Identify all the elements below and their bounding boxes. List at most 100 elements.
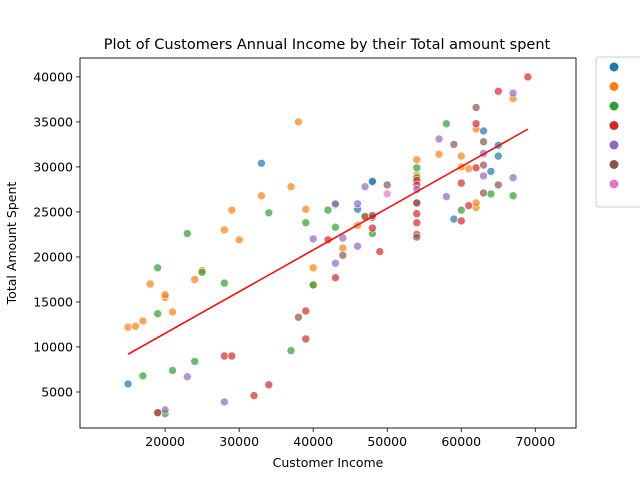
scatter-point — [523, 72, 533, 82]
scatter-point — [412, 163, 422, 173]
scatter-point — [412, 209, 422, 218]
scatter-point — [197, 267, 207, 277]
legend-marker — [609, 179, 619, 189]
x-axis-label: Customer Income — [273, 455, 384, 470]
scatter-point — [368, 177, 377, 186]
regression-line-layer — [127, 128, 529, 355]
scatter-point — [301, 306, 311, 316]
scatter-point — [168, 366, 177, 375]
legend-marker — [609, 62, 619, 72]
x-tick-label: 70000 — [515, 434, 555, 449]
scatter-point — [331, 222, 340, 232]
y-axis-label: Total Amount Spent — [4, 182, 19, 306]
scatter-point — [190, 357, 199, 366]
scatter-point — [264, 208, 274, 218]
x-axis-ticks: 20000 30000 40000 50000 60000 70000 — [145, 428, 555, 449]
scatter-point — [234, 235, 244, 245]
scatter-point — [353, 199, 362, 209]
y-tick-label: 10000 — [33, 339, 73, 354]
scatter-point — [486, 189, 496, 199]
scatter-point — [227, 205, 237, 215]
scatter-point — [442, 119, 451, 128]
scatter-point — [220, 397, 229, 407]
scatter-point — [331, 199, 340, 209]
scatter-point — [168, 307, 177, 317]
scatter-point — [456, 216, 466, 226]
scatter-point — [456, 178, 466, 188]
scatter-point — [131, 321, 140, 331]
chart-title: Plot of Customers Annual Income by their… — [104, 37, 551, 53]
legend-marker — [609, 101, 619, 111]
scatter-point — [190, 275, 199, 284]
y-tick-label: 40000 — [33, 69, 73, 84]
legend-marker — [609, 121, 619, 130]
legend — [595, 56, 640, 208]
y-tick-label: 15000 — [33, 294, 73, 309]
scatter-point — [331, 273, 340, 283]
legend-marker — [609, 82, 619, 91]
scatter-point — [493, 180, 503, 190]
scatter-point — [412, 232, 422, 242]
scatter-point — [227, 351, 237, 361]
scatter-point — [360, 182, 370, 191]
scatter-point — [471, 163, 481, 173]
scatter-point — [146, 279, 155, 289]
scatter-point — [479, 188, 488, 198]
scatter-point — [508, 88, 518, 98]
scatter-point — [138, 371, 148, 381]
scatter-point — [382, 180, 392, 190]
scatter-point — [382, 189, 392, 199]
scatter-point — [375, 247, 385, 256]
scatter-point — [353, 241, 362, 251]
scatter-point — [286, 346, 296, 355]
scatter-point — [308, 234, 318, 244]
legend-box — [595, 56, 640, 208]
scatter-point — [471, 119, 481, 128]
scatter-point — [220, 225, 229, 235]
scatter-point — [123, 322, 133, 332]
scatter-point — [508, 173, 518, 182]
scatter-point — [331, 258, 340, 268]
x-tick-label: 40000 — [293, 434, 333, 449]
scatter-point — [294, 312, 303, 322]
scatter-point — [412, 155, 422, 164]
scatter-point — [479, 126, 488, 136]
y-tick-label: 25000 — [33, 204, 73, 219]
scatter-point — [486, 167, 496, 176]
scatter-point — [257, 191, 266, 200]
scatter-point — [449, 214, 459, 224]
scatter-point — [471, 198, 481, 208]
x-tick-label: 60000 — [441, 434, 481, 449]
scatter-point — [412, 218, 422, 227]
scatter-point — [464, 201, 474, 210]
scatter-point — [294, 117, 303, 127]
scatter-point — [257, 159, 266, 168]
scatter-point — [456, 151, 466, 161]
scatter-point — [479, 160, 488, 170]
scatter-point — [301, 204, 311, 214]
legend-marker — [609, 140, 619, 150]
scatter-point — [493, 87, 503, 96]
x-tick-label: 20000 — [145, 434, 185, 449]
scatter-point — [153, 309, 162, 319]
scatter-point — [338, 250, 348, 260]
scatter-point — [442, 192, 451, 201]
scatter-point — [449, 140, 459, 149]
scatter-point — [308, 263, 318, 273]
scatter-point — [479, 137, 488, 146]
scatter-point — [308, 280, 318, 290]
scatter-point — [434, 150, 444, 159]
scatter-point — [479, 171, 488, 181]
x-tick-label: 30000 — [219, 434, 259, 449]
scatter-point — [493, 151, 503, 161]
scatter-point — [508, 191, 518, 200]
scatter-point — [323, 205, 333, 215]
scatter-point — [464, 164, 474, 173]
scatter-point — [153, 408, 162, 418]
scatter-point — [249, 391, 259, 400]
scatter-point — [138, 316, 148, 326]
regression-line — [127, 128, 529, 355]
y-axis-ticks: 5000 10000 15000 20000 25000 30000 35000 40000 — [33, 69, 80, 399]
scatter-point — [183, 372, 192, 382]
y-tick-label: 20000 — [33, 249, 73, 264]
